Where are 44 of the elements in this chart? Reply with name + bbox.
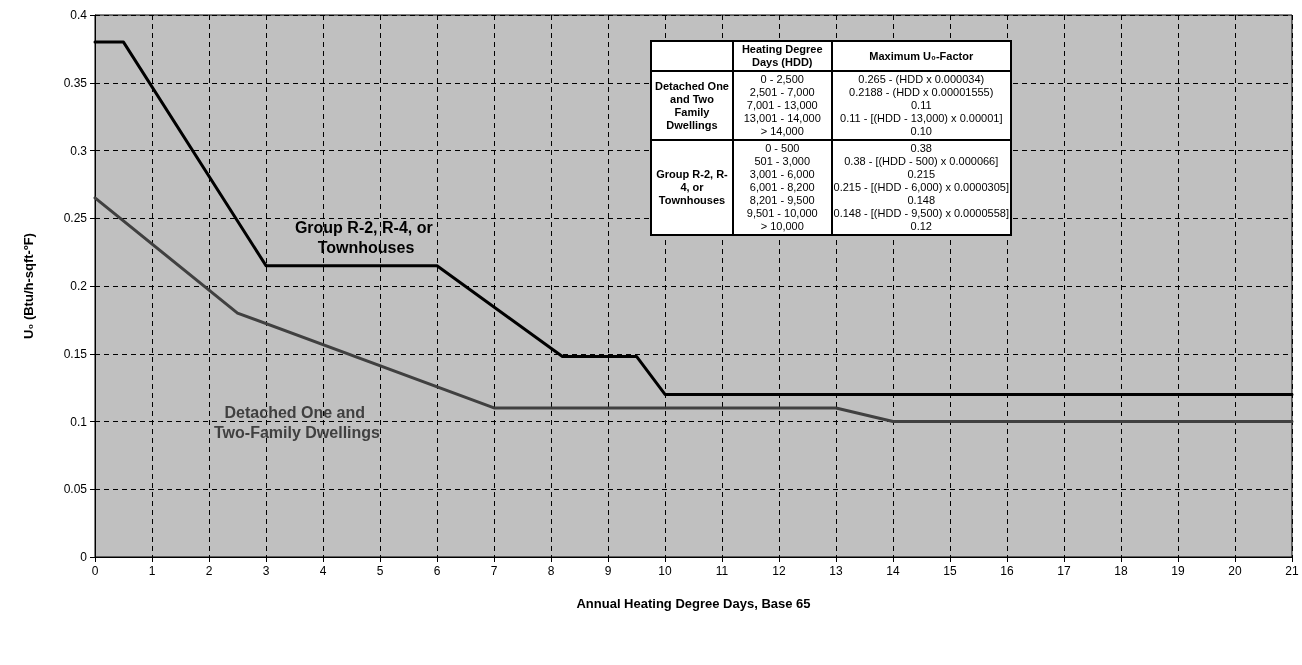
y-tick-label: 0.15 bbox=[63, 346, 88, 361]
x-tick-label: 9 bbox=[604, 564, 612, 578]
y-tick-label: 0.4 bbox=[70, 8, 88, 22]
x-tick-label: 16 bbox=[1000, 564, 1014, 578]
y-tick-label: 0.2 bbox=[70, 279, 88, 293]
x-tick-label: 21 bbox=[1285, 564, 1299, 578]
x-tick-label: 2 bbox=[205, 564, 213, 578]
x-tick-label: 19 bbox=[1171, 564, 1185, 578]
x-tick-label: 12 bbox=[772, 564, 786, 578]
annotation: 0 - 2,500 2,501 - 7,000 7,001 - 13,000 13,001 - 14,000 > 14,000 bbox=[733, 71, 832, 140]
y-tick-label: 0.05 bbox=[63, 482, 88, 497]
y-tick-label: 0 bbox=[80, 550, 88, 564]
y-tick-label: 0.35 bbox=[63, 75, 88, 90]
x-axis-title: Annual Heating Degree Days, Base 65 bbox=[576, 596, 811, 611]
annotation: Heating Degree Days (HDD) bbox=[733, 41, 832, 71]
annotation: Detached One and Two Family Dwellings bbox=[651, 71, 733, 140]
annotation: 0.38 0.38 - [(HDD - 500) x 0.000066] 0.215 0.215 - [(HDD - 6,000) x 0.0000305] 0.148 0.148 - [(HDD - 9,500) x 0.0000558] 0.12 bbox=[831, 140, 1011, 235]
annotation: Maximum U₀-Factor bbox=[831, 41, 1011, 71]
x-tick-label: 20 bbox=[1228, 564, 1242, 578]
annotation: Group R-2, R-4, or Townhouses bbox=[651, 140, 733, 235]
y-tick-label: 0.1 bbox=[70, 414, 88, 429]
text: Detached One and Two-Family Dwellings bbox=[214, 404, 381, 442]
y-axis-title: U₀ (Btu/h-sqft-ºF) bbox=[21, 233, 36, 339]
x-tick-label: 18 bbox=[1114, 564, 1128, 578]
y-tick-label: 0.25 bbox=[63, 211, 88, 226]
y-tick-label: 0.3 bbox=[70, 143, 88, 158]
x-tick-label: 13 bbox=[829, 564, 843, 578]
x-tick-label: 14 bbox=[886, 564, 900, 578]
x-tick-label: 6 bbox=[433, 564, 441, 578]
x-tick-label: 8 bbox=[547, 564, 555, 578]
line-series bbox=[93, 196, 1294, 423]
x-tick-label: 17 bbox=[1057, 564, 1071, 578]
x-tick-label: 4 bbox=[319, 564, 327, 578]
x-tick-label: 15 bbox=[943, 564, 957, 578]
x-tick-label: 1 bbox=[148, 564, 156, 578]
annotation: 0 - 500 501 - 3,000 3,001 - 6,000 6,001 - 8,200 8,201 - 9,500 9,501 - 10,000 > 10,000 bbox=[733, 140, 832, 235]
x-tick-label: 0 bbox=[91, 564, 99, 578]
annotation: 0.265 - (HDD x 0.000034) 0.2188 - (HDD x 0.00001555) 0.11 0.11 - [(HDD - 13,000) x 0.00001] 0.10 bbox=[831, 71, 1011, 140]
x-tick-label: 5 bbox=[376, 564, 384, 578]
x-tick-label: 10 bbox=[658, 564, 672, 578]
x-tick-label: 7 bbox=[490, 564, 498, 578]
series-label: Group R-2, R-4, or Townhouses bbox=[294, 219, 438, 257]
x-tick-label: 3 bbox=[262, 564, 270, 578]
x-tick-label: 11 bbox=[715, 564, 729, 578]
